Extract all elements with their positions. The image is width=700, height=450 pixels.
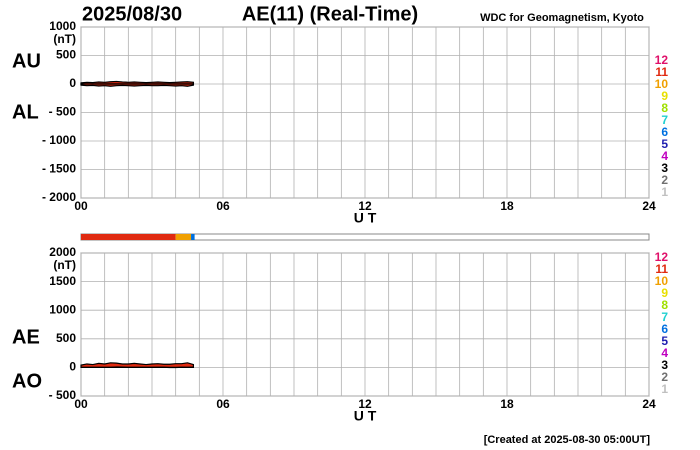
station-segment [191, 234, 195, 240]
chart-title: AE(11) (Real-Time) [242, 3, 418, 25]
legend-label: 7 [661, 113, 668, 127]
legend-label: 8 [661, 101, 668, 115]
legend-label: 10 [655, 274, 669, 288]
legend-label: 11 [655, 262, 668, 276]
y-tick-label: - 500 [49, 388, 77, 402]
source: WDC for Geomagnetism, Kyoto [480, 12, 644, 24]
legend-label: 3 [661, 161, 668, 175]
x-label: U T [354, 210, 377, 226]
series-label: AU [12, 50, 41, 72]
y-tick-label: 1000 [49, 302, 76, 316]
y-tick-label: - 1500 [42, 162, 76, 176]
legend-label: 6 [661, 322, 668, 336]
x-tick-label: 12 [358, 199, 372, 213]
legend-label: 6 [661, 125, 668, 139]
series-line [80, 362, 195, 368]
series-line [80, 83, 195, 87]
x-tick-label: 18 [500, 397, 514, 411]
y-tick-label: - 1000 [42, 133, 76, 147]
x-tick-label: 06 [216, 199, 230, 213]
y-tick-label: 500 [56, 48, 76, 62]
y-tick-label: - 500 [49, 105, 77, 119]
legend-label: 2 [661, 370, 668, 384]
x-tick-label: 12 [358, 397, 372, 411]
y-tick-label: 1500 [49, 274, 76, 288]
legend-label: 2 [661, 173, 668, 187]
x-label: U T [354, 408, 377, 424]
y-tick-label: 500 [56, 331, 76, 345]
legend-label: 9 [661, 286, 668, 300]
legend-label: 9 [661, 89, 668, 103]
y-tick-label: 0 [69, 360, 76, 374]
series-label: AL [12, 101, 39, 123]
y-tick-label: - 2000 [42, 190, 76, 204]
date-title: 2025/08/30 [82, 3, 182, 25]
series-label: AE [12, 326, 40, 348]
legend-label: 7 [661, 310, 668, 324]
legend-label: 1 [661, 382, 668, 396]
x-tick-label: 24 [642, 397, 656, 411]
x-tick-label: 00 [74, 199, 88, 213]
legend-label: 4 [661, 149, 668, 163]
series-line [80, 80, 195, 85]
legend-label: 10 [655, 77, 669, 91]
series-line [81, 366, 194, 369]
station-segment [81, 234, 176, 240]
x-tick-label: 18 [500, 199, 514, 213]
series-label: AO [12, 370, 42, 392]
legend-label: 4 [661, 346, 668, 360]
legend-label: 12 [655, 53, 669, 67]
legend-label: 12 [655, 250, 669, 264]
footer: [Created at 2025-08-30 05:00UT] [484, 434, 651, 446]
legend-label: 5 [661, 334, 668, 348]
x-tick-label: 24 [642, 199, 656, 213]
y-tick-label: 0 [69, 76, 76, 90]
y-tick-label: 2000 [49, 245, 76, 259]
legend-label: 5 [661, 137, 668, 151]
legend-label: 11 [655, 65, 668, 79]
legend-label: 3 [661, 358, 668, 372]
x-tick-label: 00 [74, 397, 88, 411]
y-unit: (nT) [53, 32, 76, 46]
legend-label: 8 [661, 298, 668, 312]
legend-label: 1 [661, 185, 668, 199]
y-unit: (nT) [53, 258, 76, 272]
station-segment [175, 234, 192, 240]
y-tick-label: 1000 [49, 19, 76, 33]
x-tick-label: 06 [216, 397, 230, 411]
